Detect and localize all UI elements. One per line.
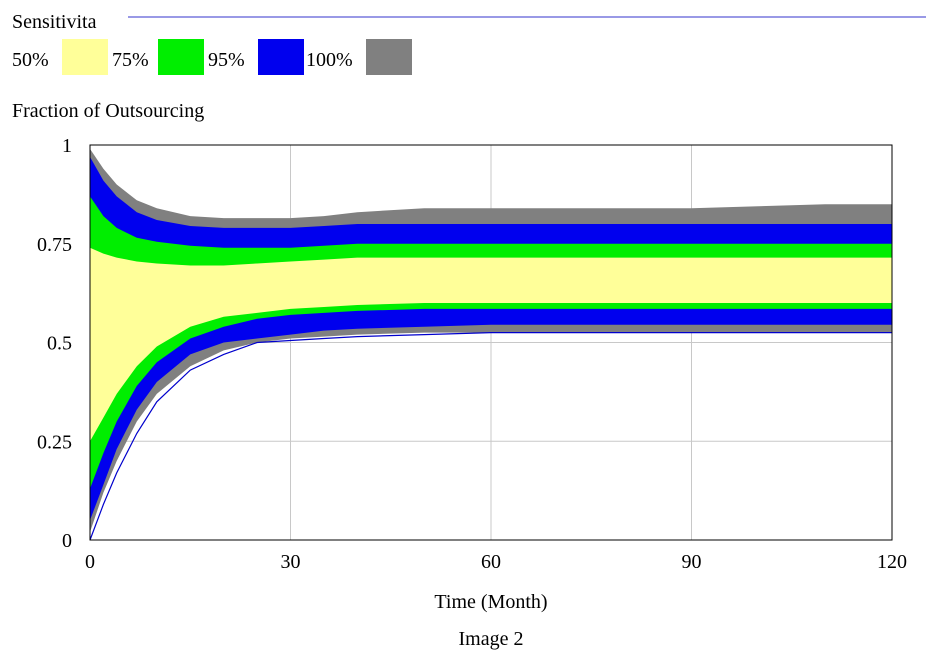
plot-area (89, 144, 893, 541)
legend-swatch-75pct (158, 39, 204, 75)
legend-swatch-100pct (366, 39, 412, 75)
x-tick-label: 120 (877, 551, 907, 573)
figure-caption: Image 2 (459, 628, 524, 650)
y-axis-ticks: 0 0.25 0.5 0.75 1 (37, 135, 72, 552)
legend-swatch-95pct (258, 39, 304, 75)
chart-title: Fraction of Outsourcing (12, 100, 204, 122)
y-tick-label: 0.5 (47, 333, 72, 355)
y-tick-label: 0 (62, 530, 72, 552)
y-tick-label: 0.25 (37, 431, 72, 453)
band-50pct (90, 247, 892, 442)
legend-label-50pct: 50% (12, 49, 49, 71)
x-tick-label: 60 (481, 551, 501, 573)
legend-title: Sensitivita (12, 11, 97, 33)
x-tick-label: 90 (682, 551, 702, 573)
legend: 50% 75% 95% 100% (12, 39, 412, 75)
x-tick-label: 0 (85, 551, 95, 573)
y-tick-label: 0.75 (37, 234, 72, 256)
legend-label-75pct: 75% (112, 49, 149, 71)
legend-swatch-50pct (62, 39, 108, 75)
baseline-run-line (89, 332, 892, 541)
confidence-bands (90, 148, 892, 533)
legend-label-100pct: 100% (306, 49, 353, 71)
plot-border (89, 144, 893, 541)
legend-label-95pct: 95% (208, 49, 245, 71)
y-tick-label: 1 (62, 135, 72, 157)
x-axis-ticks: 0 30 60 90 120 (85, 551, 907, 573)
x-tick-label: 30 (281, 551, 301, 573)
x-axis-label: Time (Month) (434, 591, 547, 613)
